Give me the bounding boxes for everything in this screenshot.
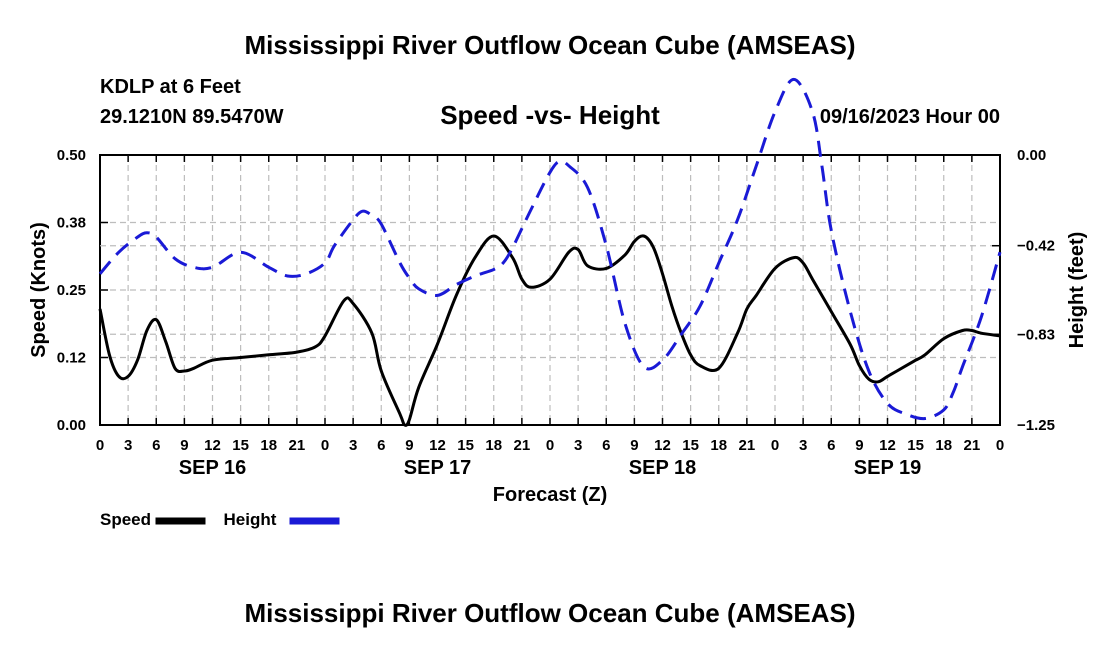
footer-title: Mississippi River Outflow Ocean Cube (AM… — [244, 598, 856, 628]
series-line-speed — [98, 234, 1001, 427]
x-tick-label: 12 — [429, 437, 446, 454]
forecast-timestamp: 09/16/2023 Hour 00 — [819, 106, 1000, 128]
y-right-tick-label: −1.25 — [1017, 417, 1055, 434]
chart-title: Mississippi River Outflow Ocean Cube (AM… — [244, 30, 856, 60]
x-tick-label: 21 — [289, 437, 306, 454]
x-tick-label: 0 — [546, 437, 554, 454]
x-tick-label: 15 — [457, 437, 474, 454]
y-left-tick-label: 0.25 — [57, 282, 86, 299]
station-label: KDLP at 6 Feet — [100, 76, 241, 98]
x-tick-label: 6 — [827, 437, 835, 454]
y-right-tick-label: −0.42 — [1017, 238, 1055, 255]
x-tick-label: 0 — [996, 437, 1004, 454]
x-tick-label: 15 — [682, 437, 699, 454]
x-tick-label: 9 — [855, 437, 863, 454]
x-tick-label: 18 — [485, 437, 502, 454]
y-left-axis-title: Speed (Knots) — [28, 222, 50, 358]
series-line-height — [98, 77, 1002, 421]
chart-subtitle: Speed -vs- Height — [440, 100, 660, 130]
x-tick-label: 3 — [574, 437, 582, 454]
x-tick-label: 21 — [739, 437, 756, 454]
x-tick-label: 15 — [907, 437, 924, 454]
y-right-tick-label: −0.83 — [1017, 326, 1055, 343]
y-left-tick-label: 0.00 — [57, 417, 86, 434]
x-tick-label: 12 — [204, 437, 221, 454]
day-label: SEP 16 — [179, 457, 246, 479]
y-left-tick-label: 0.12 — [57, 350, 86, 367]
y-right-tick-label: 0.00 — [1017, 147, 1046, 164]
y-right-axis-title: Height (feet) — [1066, 232, 1088, 349]
x-tick-label: 3 — [349, 437, 357, 454]
x-tick-label: 3 — [124, 437, 132, 454]
x-tick-label: 6 — [377, 437, 385, 454]
x-tick-label: 12 — [654, 437, 671, 454]
coordinates-label: 29.1210N 89.5470W — [100, 106, 284, 128]
x-tick-label: 0 — [321, 437, 329, 454]
x-tick-label: 3 — [799, 437, 807, 454]
x-tick-label: 12 — [879, 437, 896, 454]
y-left-tick-label: 0.50 — [57, 147, 86, 164]
day-label: SEP 17 — [404, 457, 471, 479]
x-axis-title: Forecast (Z) — [493, 484, 607, 506]
x-tick-label: 15 — [232, 437, 249, 454]
x-tick-label: 0 — [771, 437, 779, 454]
x-tick-label: 0 — [96, 437, 104, 454]
day-label: SEP 18 — [629, 457, 696, 479]
x-tick-label: 18 — [260, 437, 277, 454]
x-tick-label: 18 — [935, 437, 952, 454]
x-tick-label: 21 — [964, 437, 981, 454]
x-tick-label: 9 — [180, 437, 188, 454]
x-tick-label: 6 — [152, 437, 160, 454]
x-tick-label: 9 — [630, 437, 638, 454]
x-tick-label: 18 — [710, 437, 727, 454]
legend-label-speed: Speed — [100, 510, 151, 529]
x-tick-label: 9 — [405, 437, 413, 454]
y-left-tick-label: 0.38 — [57, 215, 86, 232]
day-label: SEP 19 — [854, 457, 921, 479]
legend-label-height: Height — [224, 510, 277, 529]
x-tick-label: 21 — [514, 437, 531, 454]
x-tick-label: 6 — [602, 437, 610, 454]
